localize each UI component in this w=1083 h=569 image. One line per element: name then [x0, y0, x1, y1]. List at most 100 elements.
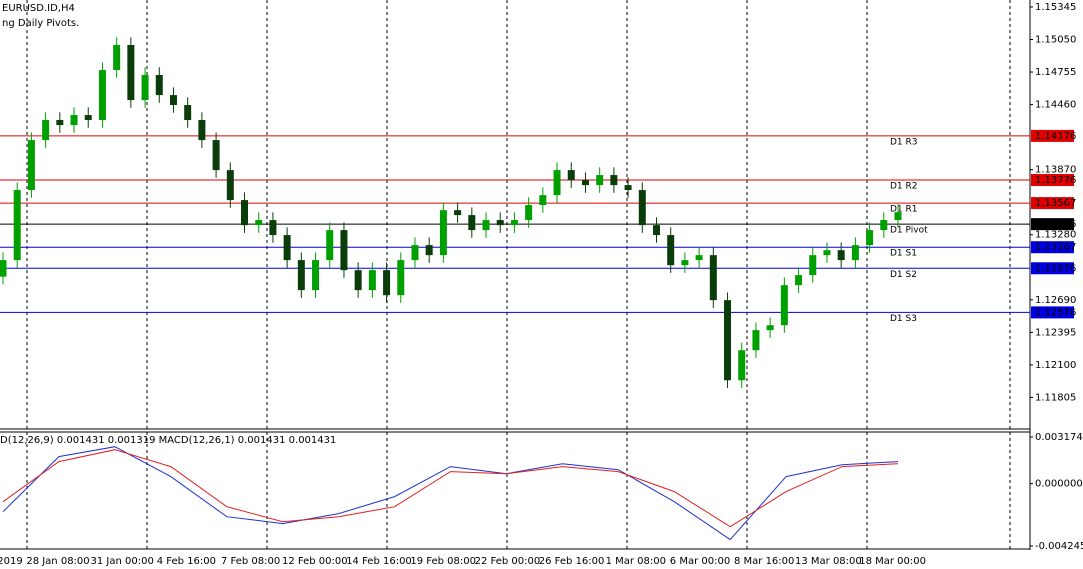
candle-body [851, 245, 859, 261]
candle-body [269, 220, 277, 236]
pivot-name: D1 R3 [890, 137, 918, 147]
y-tick-label: 1.12100 [1035, 360, 1076, 371]
candle-body [27, 140, 35, 191]
candle-body [226, 170, 234, 201]
x-tick-label: 6 Mar 00:00 [670, 556, 730, 567]
y-tick-label: 1.15050 [1035, 34, 1076, 45]
price-label: 1.13167 [1035, 242, 1076, 253]
candle-body [13, 190, 21, 261]
candle-body [98, 70, 106, 121]
x-tick-label: 12 Feb 00:00 [282, 556, 348, 567]
candle-body [340, 230, 348, 271]
pivot-name: D1 S2 [890, 270, 917, 280]
candle-body [113, 45, 121, 71]
price-label-bg [1031, 197, 1074, 210]
candle-body [596, 175, 604, 186]
y-tick-label: 1.12690 [1035, 295, 1076, 306]
price-label: 1.14176 [1035, 131, 1076, 142]
candle-body [880, 220, 888, 231]
candle-body [610, 175, 618, 186]
vertical-grid [26, 0, 1011, 549]
price-label: 1.12576 [1035, 307, 1076, 318]
candle-body [141, 75, 149, 101]
candle-body [695, 255, 703, 261]
price-label: 1.13376 [1035, 219, 1076, 230]
x-tick-label: 8 Mar 16:00 [734, 556, 794, 567]
candle-body [312, 260, 320, 291]
candle-body [283, 235, 291, 261]
candle-body [510, 220, 518, 226]
candle-body [809, 255, 817, 276]
x-tick-label: 28 Jan 08:00 [26, 556, 89, 567]
pivot-name: D1 R2 [890, 182, 918, 192]
candle-body [354, 270, 362, 291]
price-label: 1.12976 [1035, 263, 1076, 274]
macd-line [2, 446, 899, 541]
y-tick-label: 1.11805 [1035, 392, 1076, 403]
candle-body [709, 255, 717, 301]
candle-body [837, 250, 845, 261]
candle-body [866, 230, 874, 246]
price-label-bg [1031, 306, 1074, 319]
candle-body [482, 220, 490, 231]
y-tick-label: 1.13870 [1035, 165, 1076, 176]
candle-body [198, 120, 206, 141]
x-tick-label: 13 Mar 08:00 [795, 556, 862, 567]
candle-body [553, 170, 561, 196]
candle-body [766, 325, 774, 331]
x-tick-label: 18 Mar 00:00 [859, 556, 926, 567]
price-label-bg [1031, 174, 1074, 187]
candle-body [411, 245, 419, 261]
candle-body [127, 45, 135, 101]
candle-body [255, 220, 263, 226]
candle-body [624, 185, 632, 191]
x-tick-label: 22 Feb 00:00 [475, 556, 541, 567]
y-tick-label: 1.12395 [1035, 327, 1076, 338]
price-label: 1.13776 [1035, 175, 1076, 186]
candle-body [297, 260, 305, 291]
price-label: 1.13567 [1035, 198, 1076, 209]
candle-body [823, 250, 831, 256]
candle-body [638, 190, 646, 226]
chart-subtitle: ng Daily Pivots. [2, 18, 79, 29]
y-tick-label: -0.004245 [1035, 541, 1083, 552]
x-tick-label: 2019 [0, 556, 23, 567]
price-label-bg [1031, 262, 1074, 275]
macd-line [2, 449, 899, 528]
macd-title: D(12,26,9) 0.001431 0.001319 MACD(12,26,… [0, 435, 336, 446]
candle-body [84, 115, 92, 121]
candle-body [70, 115, 78, 126]
y-tick-label: 0.000000 [1035, 479, 1083, 490]
pivot-name: D1 Pivot [890, 226, 928, 236]
candle-body [752, 330, 760, 351]
y-tick-label: 1.14460 [1035, 100, 1076, 111]
x-tick-label: 19 Feb 08:00 [410, 556, 476, 567]
x-tick-label: 4 Feb 16:00 [157, 556, 216, 567]
price-label-bg [1031, 241, 1074, 254]
x-tick-label: 14 Feb 16:00 [346, 556, 412, 567]
y-tick-label: 1.15345 [1035, 2, 1076, 13]
candle-body [667, 235, 675, 266]
candle-body [241, 200, 249, 226]
price-label-bg [1031, 129, 1074, 142]
candle-body [539, 195, 547, 206]
candle-body [368, 270, 376, 291]
candle-body [724, 300, 732, 381]
candle-body [56, 120, 64, 126]
y-tick-label: 1.14755 [1035, 67, 1076, 78]
x-tick-label: 31 Jan 00:00 [91, 556, 154, 567]
candle-body [525, 205, 533, 221]
candle-body [681, 260, 689, 266]
candle-body [738, 350, 746, 381]
candle-body [567, 170, 575, 181]
candle-body [652, 225, 660, 236]
candle-body [780, 285, 788, 326]
candle-body [326, 230, 334, 261]
candle-body [383, 270, 391, 296]
candle-body [0, 260, 7, 277]
pivot-name: D1 R1 [890, 205, 918, 215]
candle-body [425, 245, 433, 256]
price-label-bg [1031, 218, 1074, 231]
